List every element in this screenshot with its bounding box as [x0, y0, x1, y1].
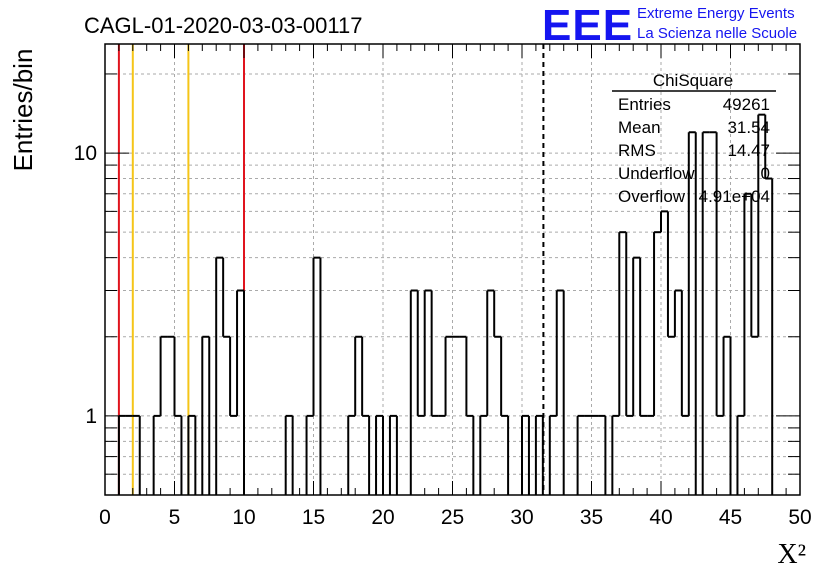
- axis-ticks: [104, 44, 801, 496]
- x-tick-label: 10: [232, 506, 255, 529]
- logo-text-line2: La Scienza nelle Scuole: [637, 25, 797, 42]
- eee-logo: EEE: [542, 1, 633, 50]
- x-tick-label: 30: [510, 506, 533, 529]
- x-axis-label: X²: [777, 539, 806, 570]
- x-tick-label: 20: [371, 506, 394, 529]
- stats-box: ChiSquare Entries 49261 Mean 31.54 RMS 14.47 U…: [612, 71, 776, 206]
- stats-value: 4.91e+04: [699, 187, 770, 206]
- x-tick-label: 45: [719, 506, 742, 529]
- y-tick-label: 1: [85, 405, 97, 428]
- logo-text-line1: Extreme Energy Events: [637, 5, 795, 22]
- y-tick-label: 10: [74, 142, 97, 165]
- chart-title: CAGL-01-2020-03-03-00117: [84, 13, 362, 38]
- x-tick-label: 35: [580, 506, 603, 529]
- stats-value: 0: [761, 164, 770, 183]
- x-tick-label: 25: [441, 506, 464, 529]
- stats-label: Underflow: [618, 164, 695, 183]
- histogram: [117, 113, 774, 495]
- tick-labels: 0 5 10 15 20 25 30 35 40 45 50 1 10: [74, 142, 812, 529]
- stats-label: Mean: [618, 118, 661, 137]
- grid-lines: [105, 44, 800, 496]
- x-tick-label: 5: [169, 506, 181, 529]
- x-tick-label: 15: [302, 506, 325, 529]
- stats-value: 14.47: [727, 141, 770, 160]
- y-axis-label: Entries/bin: [8, 49, 38, 172]
- stats-label: Overflow: [618, 187, 686, 206]
- stats-box-title: ChiSquare: [653, 71, 733, 90]
- stats-value: 31.54: [727, 118, 770, 137]
- stats-label: RMS: [618, 141, 656, 160]
- stats-label: Entries: [618, 95, 671, 114]
- x-tick-label: 0: [99, 506, 111, 529]
- stats-value: 49261: [723, 95, 770, 114]
- x-tick-label: 50: [788, 506, 811, 529]
- x-tick-label: 40: [649, 506, 672, 529]
